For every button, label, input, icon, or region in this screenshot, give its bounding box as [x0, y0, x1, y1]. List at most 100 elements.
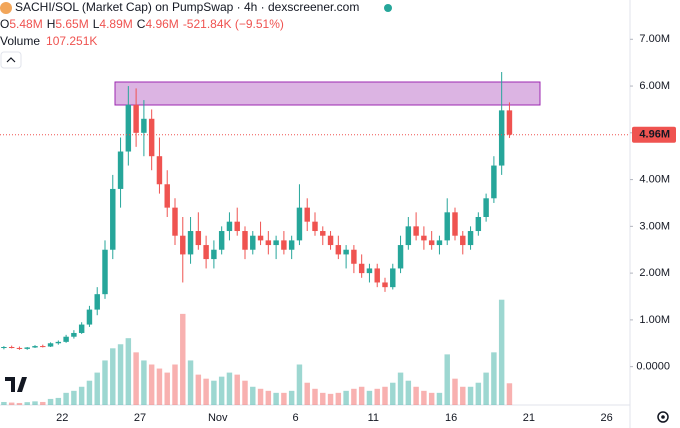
candle-body — [382, 282, 388, 288]
ohlc-value: 4.89M — [99, 17, 132, 31]
volume-bar — [444, 354, 450, 405]
tv-logo — [5, 377, 27, 392]
candle-body — [390, 268, 396, 288]
ohlc-key: O — [0, 17, 9, 31]
candle-body — [483, 198, 489, 217]
candle-body — [351, 249, 357, 264]
highlight-zone — [114, 81, 541, 106]
volume-bar — [288, 390, 295, 405]
volume-bar — [1, 401, 7, 405]
volume-bar — [335, 392, 342, 405]
volume-bar — [382, 386, 388, 405]
volume-bar — [195, 374, 202, 405]
candle-body — [343, 249, 349, 255]
volume-bar — [312, 388, 318, 405]
y-tick-label: 0.0000 — [636, 361, 670, 373]
candle-body — [335, 245, 342, 255]
volume-bar — [242, 380, 248, 405]
x-tick-label: Nov — [208, 412, 228, 424]
volume-legend-name: Volume — [0, 34, 40, 48]
ohlc-value: 5.48M — [9, 17, 42, 31]
volume-bar — [460, 386, 466, 405]
volume-bar — [452, 378, 458, 405]
candle-body — [366, 268, 373, 274]
settings-icon[interactable] — [657, 411, 669, 423]
y-tick-label: 3.00M — [639, 220, 670, 232]
volume-bar — [257, 388, 264, 405]
x-tick-label: 22 — [56, 412, 68, 424]
candle-body — [327, 235, 334, 246]
volume-bar — [428, 392, 435, 405]
candle-body — [94, 294, 100, 310]
candle-body — [195, 231, 202, 246]
volume-bar — [187, 360, 194, 405]
y-tick-label: 4.00M — [639, 173, 670, 185]
candle-body — [55, 341, 62, 344]
candle-body — [397, 245, 404, 269]
candle-body — [47, 343, 54, 347]
last-price-box — [632, 126, 676, 143]
volume-bar — [211, 380, 217, 405]
candle-body — [226, 221, 233, 232]
status-dot — [384, 4, 392, 12]
volume-bar — [366, 390, 373, 405]
y-tick-label: 1.00M — [639, 314, 670, 326]
volume-bar — [71, 390, 77, 405]
candle-body — [40, 346, 46, 348]
volume-bar — [63, 392, 69, 405]
candle-body — [86, 309, 93, 325]
candle-body — [304, 207, 310, 222]
candle-body — [218, 231, 225, 250]
candle-body — [428, 240, 435, 246]
candle-body — [273, 240, 279, 246]
volume-bar — [94, 372, 100, 405]
volume-bar — [218, 376, 225, 405]
volume-bar — [40, 401, 46, 405]
candle-body — [141, 118, 147, 133]
candle-body — [491, 165, 497, 199]
volume-bar — [8, 402, 15, 405]
volume-bar — [397, 372, 404, 405]
ohlc-key: C — [137, 17, 146, 31]
candle-body — [203, 245, 209, 260]
candle-body — [506, 110, 513, 135]
x-tick-label: 27 — [134, 412, 146, 424]
candle-body — [374, 268, 380, 283]
settings[interactable] — [657, 411, 669, 423]
chart-title: SACHI/SOL (Market Cap) on PumpSwap · 4h … — [15, 0, 359, 14]
token-icon — [0, 2, 12, 14]
marks — [1, 72, 513, 405]
candle-body — [444, 212, 450, 241]
candle-body — [1, 347, 7, 349]
header: SACHI/SOL (Market Cap) on PumpSwap · 4h … — [0, 0, 392, 69]
ohlc-value: 5.65M — [55, 17, 88, 31]
candle-body — [78, 324, 85, 333]
ohlc-value: 4.96M — [145, 17, 178, 31]
volume-bar — [413, 386, 419, 405]
volume-legend-value: 107.251K — [46, 34, 97, 48]
volume-bar — [141, 360, 147, 405]
volume-bar — [374, 388, 380, 405]
candle-body — [436, 240, 443, 246]
volume-bar — [483, 372, 489, 405]
volume-bar — [47, 398, 54, 405]
volume-bar — [320, 392, 326, 405]
candle-body — [102, 249, 108, 295]
candle-body — [172, 207, 178, 236]
collapse-icon — [6, 57, 16, 63]
volume-bar — [491, 352, 497, 405]
volume-bar — [358, 386, 365, 405]
candle-body — [257, 235, 264, 241]
collapse-button[interactable] — [0, 51, 22, 69]
volume-bar — [86, 380, 93, 405]
candle-body — [148, 118, 155, 157]
volume-bar — [148, 364, 155, 405]
x-tick-label: 11 — [368, 412, 379, 424]
volume-bar — [421, 390, 427, 405]
candle-body — [63, 336, 69, 342]
candle-body — [16, 347, 23, 349]
y-tick-label: 7.00M — [639, 33, 670, 45]
candle-body — [234, 221, 240, 232]
